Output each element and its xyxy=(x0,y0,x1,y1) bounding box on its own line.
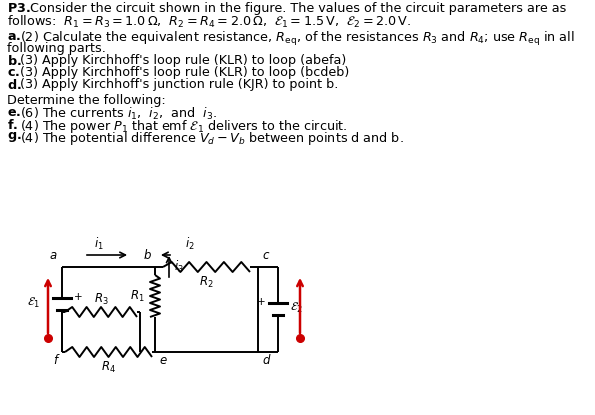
Text: Determine the following:: Determine the following: xyxy=(7,94,166,107)
Text: (2) Calculate the equivalent resistance, $R_{\mathrm{eq}}$, of the resistances $: (2) Calculate the equivalent resistance,… xyxy=(20,30,575,48)
Text: d: d xyxy=(262,354,270,367)
Text: (3) Apply Kirchhoff's loop rule (KLR) to loop (abefa): (3) Apply Kirchhoff's loop rule (KLR) to… xyxy=(20,54,346,67)
Text: $\mathcal{E}_1$: $\mathcal{E}_1$ xyxy=(27,295,40,310)
Text: $R_4$: $R_4$ xyxy=(101,360,116,375)
Text: a: a xyxy=(50,249,57,262)
Text: b: b xyxy=(143,249,151,262)
Text: (4) The power $P_1$ that emf $\mathcal{E}_1$ delivers to the circuit.: (4) The power $P_1$ that emf $\mathcal{E… xyxy=(20,118,347,135)
Text: follows:  $R_1 = R_3 = 1.0\,\Omega$,  $R_2 = R_4 = 2.0\,\Omega$,  $\mathcal{E}_1: follows: $R_1 = R_3 = 1.0\,\Omega$, $R_2… xyxy=(7,14,411,30)
Text: $\mathbf{a.}$: $\mathbf{a.}$ xyxy=(7,30,21,43)
Text: $+$: $+$ xyxy=(256,296,266,307)
Text: (4) The potential difference $V_d - V_b$ between points d and b.: (4) The potential difference $V_d - V_b$… xyxy=(20,130,404,147)
Text: $i_3$: $i_3$ xyxy=(174,259,184,275)
Text: (3) Apply Kirchhoff's loop rule (KLR) to loop (bcdeb): (3) Apply Kirchhoff's loop rule (KLR) to… xyxy=(20,66,349,79)
Text: $R_2$: $R_2$ xyxy=(199,275,214,290)
Text: $\mathbf{g.}$: $\mathbf{g.}$ xyxy=(7,130,21,144)
Text: $\mathcal{E}_2$: $\mathcal{E}_2$ xyxy=(290,300,303,315)
Text: $R_3$: $R_3$ xyxy=(93,292,108,307)
Text: Consider the circuit shown in the figure. The values of the circuit parameters a: Consider the circuit shown in the figure… xyxy=(30,2,566,15)
Text: (3) Apply Kirchhoff's junction rule (KJR) to point b.: (3) Apply Kirchhoff's junction rule (KJR… xyxy=(20,78,339,91)
Text: $i_1$: $i_1$ xyxy=(93,236,104,252)
Text: $\mathbf{f.}$: $\mathbf{f.}$ xyxy=(7,118,18,132)
Text: $+$: $+$ xyxy=(73,291,83,302)
Text: $R_1$: $R_1$ xyxy=(130,288,145,303)
Text: following parts.: following parts. xyxy=(7,42,106,55)
Text: $\mathbf{P3.}$: $\mathbf{P3.}$ xyxy=(7,2,31,15)
Text: $\mathbf{d.}$: $\mathbf{d.}$ xyxy=(7,78,21,92)
Text: c: c xyxy=(262,249,268,262)
Text: $i_2$: $i_2$ xyxy=(185,236,195,252)
Text: (6) The currents $i_1$,  $i_2$,  and  $i_3$.: (6) The currents $i_1$, $i_2$, and $i_3$… xyxy=(20,106,217,122)
Text: f: f xyxy=(53,354,57,367)
Text: e: e xyxy=(159,354,166,367)
Text: $\mathbf{e.}$: $\mathbf{e.}$ xyxy=(7,106,21,119)
Text: $\mathbf{c.}$: $\mathbf{c.}$ xyxy=(7,66,20,79)
Text: $\mathbf{b.}$: $\mathbf{b.}$ xyxy=(7,54,21,68)
